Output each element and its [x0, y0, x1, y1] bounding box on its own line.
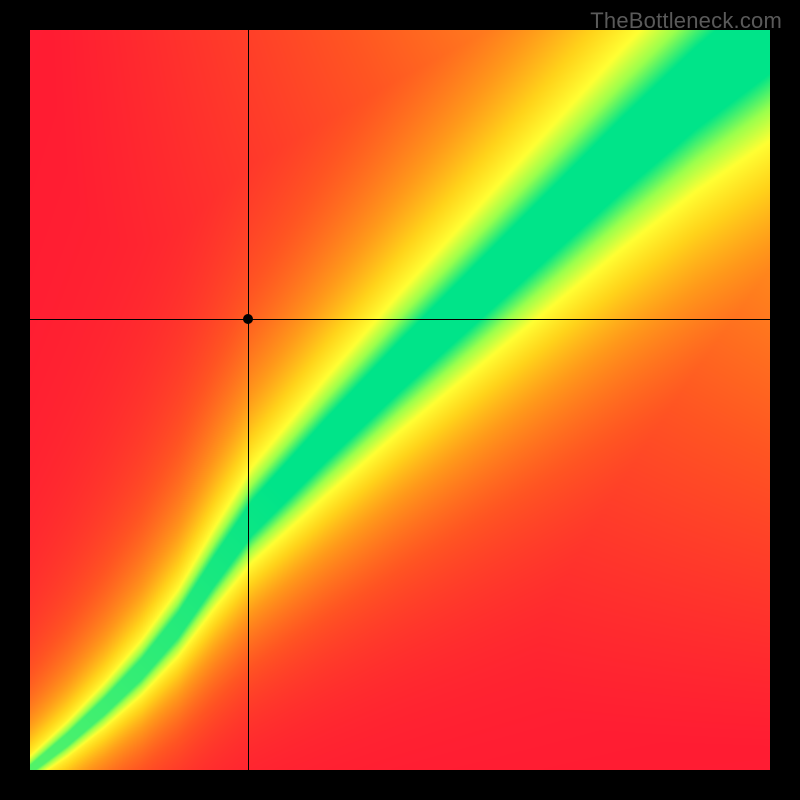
crosshair-marker: [243, 314, 253, 324]
heatmap-canvas: [30, 30, 770, 770]
watermark-text: TheBottleneck.com: [590, 8, 782, 34]
crosshair-vertical: [248, 30, 249, 770]
chart-container: TheBottleneck.com: [0, 0, 800, 800]
crosshair-horizontal: [30, 319, 770, 320]
heatmap-plot: [30, 30, 770, 770]
